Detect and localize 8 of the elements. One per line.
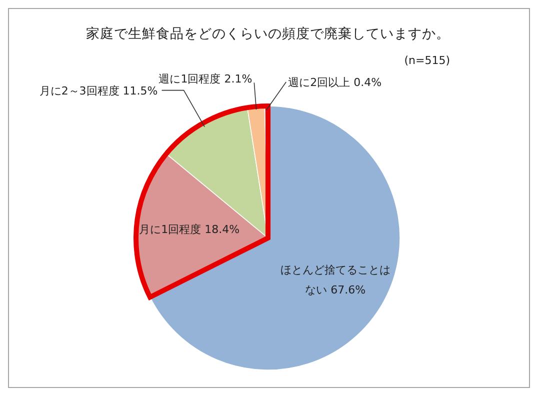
slice-label: 月に1回程度 18.4% — [139, 223, 240, 236]
slice-label: 週に2回以上 0.4% — [288, 76, 382, 90]
text: (n=515) — [404, 54, 450, 67]
slice-label: ほとんど捨てることはない 67.6% — [280, 264, 390, 297]
slice-label: 週に1回程度 2.1% — [158, 72, 252, 86]
slice-label: 月に2～3回程度 11.5% — [39, 84, 158, 98]
chart-title: 家庭で生鮮食品をどのくらいの頻度で廃棄していますか。 — [86, 26, 450, 42]
pie-slice — [150, 106, 400, 370]
